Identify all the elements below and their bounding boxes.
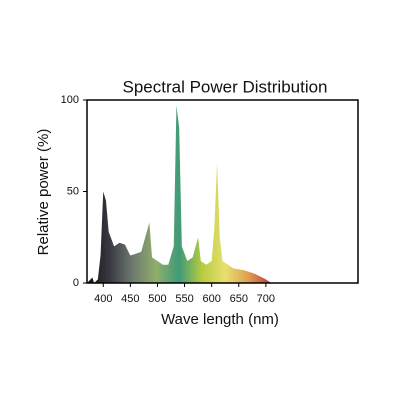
x-tick-label: 550 — [175, 293, 193, 305]
y-tick-label: 50 — [67, 185, 79, 197]
y-tick-label: 100 — [61, 94, 79, 106]
x-tick-label: 400 — [94, 293, 112, 305]
y-axis-label: Relative power (%) — [35, 129, 52, 256]
x-axis-label: Wave length (nm) — [161, 311, 279, 328]
y-tick-label: 0 — [73, 277, 79, 289]
x-tick-label: 450 — [121, 293, 139, 305]
x-tick-label: 700 — [257, 293, 275, 305]
chart-title: Spectral Power Distribution — [122, 77, 327, 96]
x-tick-label: 500 — [148, 293, 166, 305]
spectrum-area — [87, 105, 272, 284]
x-tick-label: 650 — [230, 293, 248, 305]
x-tick-label: 600 — [202, 293, 220, 305]
